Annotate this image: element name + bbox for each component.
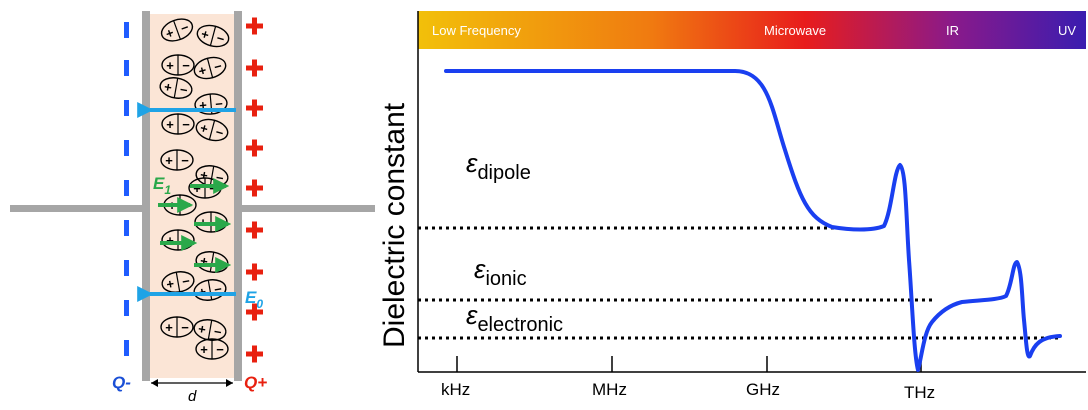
gap-label: d [188,388,197,405]
dipole-minus-sign: − [182,58,190,73]
dielectric-plot: Low Frequency Microwave IR UV Dielectric… [378,11,1086,402]
dipole-plus-sign: + [200,26,212,43]
negative-charge-dash [124,60,129,76]
dipole-minus-sign: − [209,181,217,196]
gap-arrowhead-left [151,379,158,387]
dipole-minus-sign: − [212,58,224,75]
dipole-plus-sign: + [165,276,175,292]
dipole-plus-sign: + [197,284,207,300]
negative-charge-dash [124,100,129,116]
dipole-minus-sign: − [182,117,190,132]
dipole-minus-sign: − [215,170,225,186]
negative-charge-dash [124,180,129,196]
dipole-plus-sign: + [197,321,207,337]
dipole-minus-sign: − [213,324,223,340]
positive-charge-sign [246,221,263,239]
x-tick-label-thz: THz [904,383,935,402]
dipole-molecule: +− [193,56,227,80]
dipole-plus-sign: + [199,253,209,269]
left-plate [142,11,150,381]
dipole-plus-sign: + [199,120,211,137]
ionic-level-label: εionic [474,254,527,290]
x-ticks [456,356,922,372]
negative-charges [124,22,129,356]
gap-arrowhead-right [226,379,233,387]
dipole-field-label: E1 [153,174,171,197]
negative-charge-dash [124,22,129,38]
dipole-minus-sign: − [181,273,191,289]
negative-charge-label: Q- [112,373,131,392]
dipole-molecule: +− [161,113,195,135]
right-wire [240,205,375,212]
dipole-field-arrows [158,178,232,273]
dipole-minus-sign: − [213,281,223,297]
dipole-minus-sign: − [215,96,224,112]
dielectric-curve [444,69,1062,372]
dipole-minus-sign: − [216,342,224,357]
dipole-plus-sign: + [199,167,209,183]
dipole-minus-sign: − [181,320,189,335]
left-wire [10,205,142,212]
positive-charge-label: Q+ [244,373,267,392]
dielectric-slab [148,14,236,378]
applied-field-label: E0 [245,288,263,311]
x-tick-label-khz: kHz [441,380,470,399]
positive-charge-sign [246,345,263,363]
right-plate [234,11,242,381]
x-tick-label-ghz: GHz [746,380,780,399]
dipole-molecule: +− [160,149,194,171]
capacitor-schematic: +−+−+−+−+−+−+−+−+−+−+−+−+−+−+−+−+−+−+−+−… [10,11,375,405]
dipole-minus-sign: − [215,30,227,47]
negative-charge-dash [124,140,129,156]
dipole-plus-sign: + [166,58,174,73]
dipole-molecule: +− [159,77,193,99]
dipole-plus-sign: + [166,233,174,248]
dipole-plus-sign: + [166,117,174,132]
dipole-minus-sign: − [179,82,189,98]
spectrum-label-microwave: Microwave [764,23,826,38]
negative-charge-dash [124,340,129,356]
positive-charge-sign [246,59,263,77]
positive-charge-sign [246,263,263,281]
positive-charge-sign [246,179,263,197]
dipole-molecule: +− [195,338,229,360]
dipole-molecule: +− [195,118,229,142]
dipole-level-label: εdipole [466,148,531,184]
spectrum-label-low: Low Frequency [432,23,521,38]
dipole-molecule: +− [161,271,195,293]
positive-charges [246,17,263,363]
dipole-molecule: +− [196,24,230,48]
dipole-minus-sign: − [182,233,190,248]
dipole-plus-sign: + [199,97,208,113]
dipole-molecule: +− [161,54,195,76]
dipole-molecule: +− [160,316,194,338]
dipole-minus-sign: − [181,153,189,168]
dipole-plus-sign: + [193,181,201,196]
y-axis-label: Dielectric constant [378,102,411,348]
dipole-plus-sign: + [165,320,173,335]
spectrum-bar [418,11,1086,49]
spectrum-label-ir: IR [946,23,959,38]
positive-charge-sign [246,99,263,117]
positive-charge-sign [246,303,263,321]
negative-charge-dash [124,300,129,316]
negative-charge-dash [124,220,129,236]
dipole-molecule: +− [161,229,195,251]
electronic-level-label: εelectronic [466,300,563,336]
dipole-plus-sign: + [197,62,209,79]
spectrum-label-uv: UV [1058,23,1076,38]
positive-charge-sign [246,17,263,35]
dipole-plus-sign: + [165,153,173,168]
dipole-minus-sign: − [214,124,226,141]
dipole-plus-sign: + [163,79,173,95]
negative-charge-dash [124,260,129,276]
dipole-plus-sign: + [200,342,208,357]
level-lines [418,226,1062,340]
x-tick-label-mhz: MHz [592,380,627,399]
positive-charge-sign [246,139,263,157]
